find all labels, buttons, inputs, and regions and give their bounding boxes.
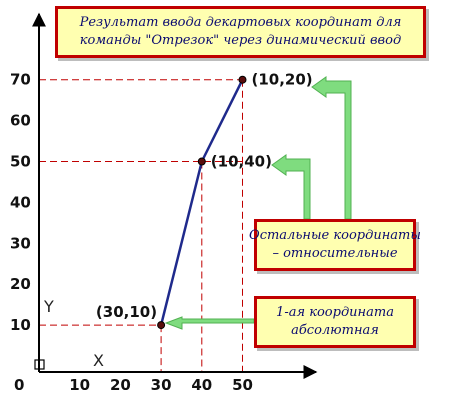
y-tick-label: 60 [10,112,31,130]
y-tick-label: 20 [10,275,31,293]
x-tick-label: 50 [232,376,253,394]
absolute-line-1: 1-ая координата [276,305,394,320]
ucs-y-letter: Y [43,297,54,316]
arrow-to-point-1 [164,316,255,330]
x-tick-label: 10 [69,376,90,394]
relative-line-1: Остальные координаты [249,228,421,243]
ucs-x-letter: X [93,351,104,370]
line-segment [200,78,244,163]
point-marker [157,321,166,330]
line-segments [159,78,244,327]
y-tick-label: 50 [10,153,31,171]
title-callout: Результат ввода декартовых координат для… [55,6,426,58]
y-tick-label: 70 [10,71,31,89]
ucs-origin-icon [34,359,45,370]
x-tick-label: 30 [151,376,172,394]
y-tick-label: 10 [10,316,31,334]
arrow-to-point-3 [311,76,352,220]
point-marker [238,75,247,84]
y-tick-label: 30 [10,234,31,252]
x-tick-label: 20 [110,376,131,394]
y-tick-labels: 10 20 30 40 50 60 70 [10,71,31,334]
point-marker [197,157,206,166]
point-labels: (30,10) (10,40) (10,20) [96,71,313,321]
title-line-2: команды "Отрезок" через динамический вво… [79,33,402,48]
relative-callout: Остальные координаты – относительные [249,219,421,271]
point-label: (10,20) [252,71,313,89]
y-tick-label: 40 [10,193,31,211]
absolute-callout: 1-ая координата абсолютная [254,296,416,348]
callout-arrows [164,76,352,330]
relative-line-2: – относительные [272,246,398,261]
arrow-to-point-2 [271,154,311,220]
x-tick-labels: 0 10 20 30 40 50 [14,376,253,394]
guide-lines [39,79,243,372]
point-label: (30,10) [96,303,157,321]
x-tick-label: 40 [191,376,212,394]
absolute-line-2: абсолютная [291,323,379,338]
points [157,75,247,330]
title-line-1: Результат ввода декартовых координат для [79,15,402,30]
line-segment [159,160,204,327]
point-label: (10,40) [211,153,272,171]
x-tick-label: 0 [14,376,24,394]
